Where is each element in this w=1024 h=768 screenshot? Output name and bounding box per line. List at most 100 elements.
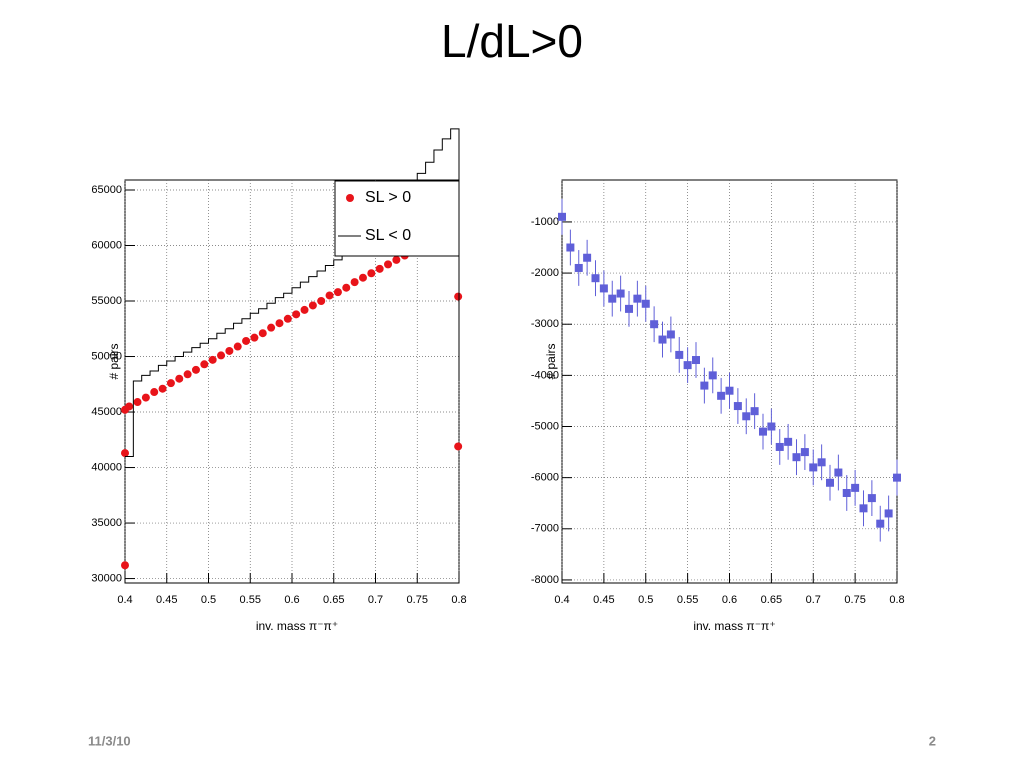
x-tick-label: 0.55 — [677, 594, 698, 606]
legend-box — [334, 180, 460, 257]
data-point — [358, 273, 367, 282]
data-point — [158, 384, 167, 393]
data-point — [784, 437, 793, 446]
data-point — [817, 458, 826, 467]
data-point — [733, 402, 742, 411]
data-point — [583, 253, 592, 262]
data-point — [625, 304, 633, 313]
data-point — [859, 504, 868, 513]
data-point — [750, 407, 759, 416]
data-point — [767, 422, 776, 431]
y-tick-label: 55000 — [91, 295, 122, 307]
data-point — [692, 356, 700, 365]
data-point — [826, 478, 834, 487]
data-point — [725, 386, 734, 395]
data-point — [775, 442, 784, 451]
x-tick-label: 0.75 — [407, 594, 428, 606]
y-tick-label: 30000 — [91, 572, 122, 584]
y-tick-label: -3000 — [531, 318, 559, 330]
data-point — [317, 297, 326, 306]
data-point — [867, 494, 876, 503]
data-point — [842, 488, 851, 497]
plot: 0.4 0.45 0.5 0.55 0.6 0.65 0.7 0.75 0.8 -1000 -200… — [531, 179, 905, 633]
x-tick-label: 0.7 — [806, 594, 821, 606]
data-point — [633, 294, 642, 303]
data-point — [608, 294, 617, 303]
data-point — [200, 360, 209, 369]
x-tick-label: 0.5 — [638, 594, 653, 606]
data-point — [141, 393, 150, 402]
data-point — [121, 449, 129, 458]
data-point — [275, 319, 284, 328]
data-point — [233, 342, 242, 351]
x-tick-label: 0.55 — [240, 594, 261, 606]
x-axis-label: inv. mass π⁻π⁺ — [693, 619, 775, 633]
data-point — [308, 301, 317, 310]
data-point — [350, 278, 359, 287]
data-point — [325, 291, 334, 300]
y-tick-label: -8000 — [531, 574, 559, 586]
x-tick-label: 0.45 — [156, 594, 177, 606]
data-point — [700, 381, 709, 390]
data-point — [166, 379, 175, 388]
data-point — [893, 473, 901, 482]
page-number: 2 — [929, 733, 936, 748]
data-point — [454, 292, 463, 301]
legend-label: SL < 0 — [365, 227, 411, 244]
y-tick-label: -1000 — [531, 216, 559, 228]
data-point — [121, 561, 129, 570]
data-point — [191, 365, 200, 374]
data-point — [375, 264, 384, 273]
data-point — [717, 391, 726, 400]
data-point — [759, 427, 767, 436]
y-tick-label: -5000 — [531, 420, 559, 432]
slide-title: L/dL>0 — [441, 15, 583, 67]
footer-date: 11/3/10 — [88, 733, 131, 748]
data-point — [300, 305, 309, 314]
y-tick-label: 50000 — [91, 350, 122, 362]
y-tick-label: -6000 — [531, 472, 559, 484]
y-tick-label: -2000 — [531, 267, 559, 279]
data-point — [742, 412, 751, 421]
x-tick-label: 0.75 — [844, 594, 865, 606]
y-tick-label: 35000 — [91, 517, 122, 529]
data-point — [208, 355, 217, 364]
data-point — [683, 361, 692, 370]
y-tick-label: -7000 — [531, 523, 559, 535]
data-point — [225, 346, 234, 355]
data-point — [558, 212, 566, 221]
data-point — [666, 330, 675, 339]
data-point — [809, 463, 818, 472]
plot: 0.4 0.45 0.5 0.55 0.6 0.65 0.7 0.75 0.8 30000 3500… — [91, 128, 467, 633]
x-tick-label: 0.5 — [201, 594, 216, 606]
data-point — [367, 269, 376, 278]
data-point — [283, 314, 292, 323]
x-axis-label: inv. mass π⁻π⁺ — [256, 619, 338, 633]
y-axis-label: # pairs — [107, 343, 121, 379]
data-point — [183, 370, 192, 379]
data-point — [658, 335, 667, 344]
data-point — [175, 374, 184, 383]
data-point — [675, 350, 684, 359]
data-point — [616, 289, 625, 298]
data-point — [641, 299, 650, 308]
x-tick-label: 0.65 — [323, 594, 344, 606]
data-point — [125, 402, 134, 411]
data-point — [454, 442, 463, 451]
data-point — [392, 255, 401, 264]
x-tick-label: 0.45 — [593, 594, 614, 606]
x-tick-label: 0.6 — [722, 594, 737, 606]
data-point — [884, 509, 893, 518]
data-point — [133, 398, 142, 407]
data-point — [566, 243, 575, 252]
y-tick-label: 60000 — [91, 239, 122, 251]
data-point — [876, 519, 885, 528]
data-point — [258, 329, 267, 338]
data-point — [150, 388, 159, 397]
data-point — [800, 448, 809, 457]
data-point — [267, 323, 276, 332]
data-point — [792, 453, 801, 462]
y-tick-label: 45000 — [91, 406, 122, 418]
x-tick-label: 0.7 — [368, 594, 383, 606]
